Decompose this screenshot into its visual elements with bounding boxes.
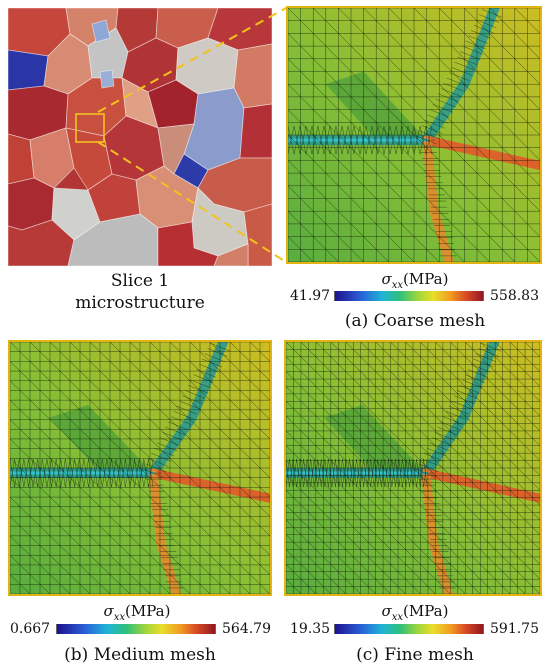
coarse-colorbar-subscript: xx (391, 280, 404, 291)
coarse-colorbar (334, 291, 484, 301)
coarse-colorbar-symbol: σ (381, 270, 392, 288)
fine-colorbar-unit: (MPa) (403, 602, 449, 620)
medium-colorbar-subscript: xx (113, 612, 126, 623)
coarse-mesh-panel (286, 6, 542, 264)
medium-colorbar (56, 624, 216, 634)
fine-colorbar (334, 624, 484, 634)
fine-colorbar-title: σxx(MPa) (330, 602, 500, 623)
slice-caption-line1: Slice 1 (110, 271, 170, 291)
fine-colorbar-min: 19.35 (290, 621, 331, 637)
medium-colorbar-title: σxx(MPa) (52, 602, 222, 623)
fine-colorbar-max: 591.75 (490, 621, 539, 637)
slice-caption-line2: microstructure (75, 293, 205, 313)
microstructure-image (8, 8, 272, 266)
medium-mesh-panel (8, 340, 272, 596)
fine-colorbar-subscript: xx (391, 612, 404, 623)
coarse-colorbar-min: 41.97 (290, 288, 331, 304)
fine-mesh-caption: (c) Fine mesh (356, 645, 474, 665)
coarse-mesh-caption: (a) Coarse mesh (344, 311, 486, 331)
coarse-colorbar-max: 558.83 (490, 288, 539, 304)
zoom-region-box (75, 113, 105, 143)
coarse-colorbar-unit: (MPa) (403, 270, 449, 288)
medium-mesh-caption: (b) Medium mesh (64, 645, 216, 665)
medium-colorbar-unit: (MPa) (125, 602, 171, 620)
coarse-colorbar-title: σxx(MPa) (330, 270, 500, 291)
medium-colorbar-max: 564.79 (222, 621, 271, 637)
fine-colorbar-symbol: σ (381, 602, 392, 620)
medium-colorbar-min: 0.667 (10, 621, 51, 637)
slice-caption: Slice 1 microstructure (40, 270, 240, 314)
medium-colorbar-symbol: σ (103, 602, 114, 620)
fine-mesh-panel (284, 340, 542, 596)
